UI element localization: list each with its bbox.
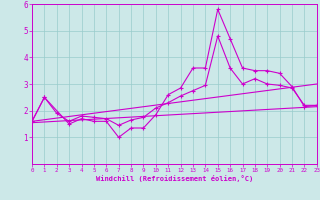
X-axis label: Windchill (Refroidissement éolien,°C): Windchill (Refroidissement éolien,°C): [96, 175, 253, 182]
